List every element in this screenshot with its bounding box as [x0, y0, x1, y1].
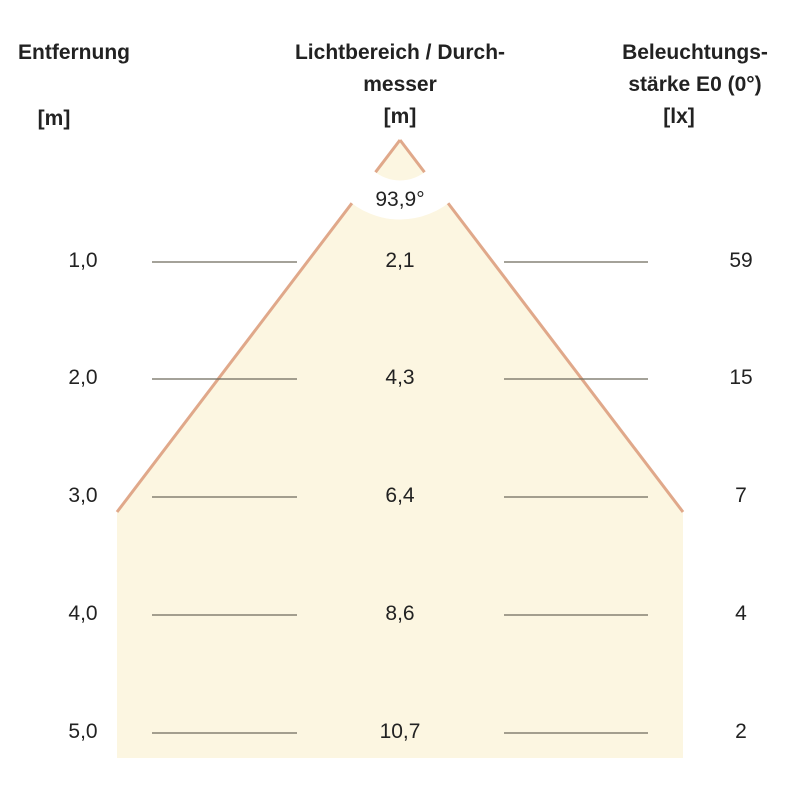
diameter-unit: [m] — [383, 105, 417, 128]
distance-value: 2,0 — [68, 366, 98, 389]
diameter-header: Lichtbereich / Durch- messer [m] — [250, 40, 550, 130]
illuminance-value: 7 — [735, 484, 747, 507]
illuminance-title-2: stärke E0 (0°) — [628, 73, 762, 96]
distance-value: 3,0 — [68, 484, 98, 507]
illuminance-title-1: Beleuchtungs- — [622, 41, 768, 64]
distance-value: 5,0 — [68, 720, 98, 743]
illuminance-value: 2 — [735, 720, 747, 743]
diameter-value: 4,3 — [385, 366, 415, 389]
distance-header: Entfernung [m] — [18, 40, 130, 132]
diameter-value: 8,6 — [385, 602, 415, 625]
diameter-value: 10,7 — [379, 720, 421, 743]
distance-unit: [m] — [37, 107, 71, 130]
distance-value: 1,0 — [68, 249, 98, 272]
diameter-value: 2,1 — [385, 249, 415, 272]
illuminance-header: Beleuchtungs- stärke E0 (0°) [lx] — [560, 40, 800, 130]
illuminance-value: 59 — [729, 249, 753, 272]
diameter-value: 6,4 — [385, 484, 415, 507]
diameter-title-2: messer — [363, 73, 437, 96]
illuminance-value: 15 — [729, 366, 753, 389]
distance-value: 4,0 — [68, 602, 98, 625]
diameter-title-1: Lichtbereich / Durch- — [294, 41, 506, 64]
distance-title: Entfernung — [18, 41, 130, 64]
beam-angle-label: 93,9° — [375, 188, 425, 211]
light-cone — [117, 140, 683, 758]
illuminance-unit: [lx] — [663, 105, 695, 128]
illuminance-value: 4 — [735, 602, 747, 625]
